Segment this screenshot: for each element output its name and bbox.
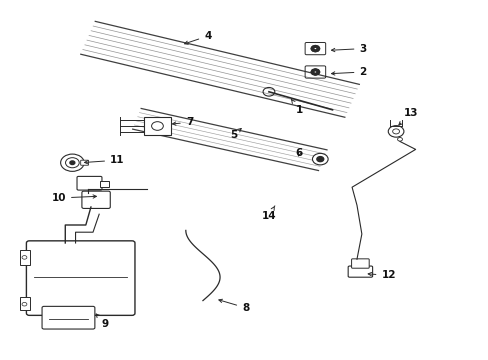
Text: 9: 9 [96, 314, 108, 329]
Text: 2: 2 [331, 67, 366, 77]
Circle shape [61, 154, 84, 171]
Circle shape [313, 69, 316, 71]
FancyBboxPatch shape [77, 176, 102, 190]
Circle shape [313, 73, 316, 75]
FancyBboxPatch shape [305, 42, 325, 55]
Text: 12: 12 [367, 270, 395, 280]
Circle shape [387, 126, 403, 137]
Circle shape [316, 49, 318, 51]
Circle shape [316, 73, 318, 75]
FancyBboxPatch shape [144, 117, 171, 135]
Circle shape [316, 157, 323, 162]
FancyBboxPatch shape [42, 306, 95, 329]
Text: 11: 11 [84, 155, 124, 165]
Text: 5: 5 [229, 129, 241, 140]
Circle shape [310, 69, 319, 75]
Circle shape [392, 129, 399, 134]
Circle shape [316, 48, 319, 49]
Circle shape [311, 69, 314, 71]
Circle shape [70, 161, 75, 165]
Circle shape [313, 46, 316, 47]
Text: 3: 3 [331, 44, 366, 54]
Circle shape [316, 46, 318, 48]
Circle shape [313, 50, 316, 51]
Circle shape [312, 153, 327, 165]
Circle shape [263, 87, 274, 96]
Bar [20, 297, 30, 310]
Circle shape [310, 45, 319, 52]
Text: 6: 6 [295, 148, 303, 158]
Circle shape [311, 46, 314, 48]
Text: 4: 4 [184, 31, 211, 44]
Circle shape [397, 138, 402, 141]
Text: 1: 1 [291, 100, 303, 115]
FancyBboxPatch shape [82, 191, 110, 208]
Circle shape [151, 122, 163, 130]
Bar [101, 181, 109, 187]
Circle shape [311, 73, 314, 75]
Circle shape [316, 71, 319, 73]
FancyBboxPatch shape [81, 160, 88, 165]
Circle shape [311, 49, 314, 51]
Text: 8: 8 [219, 299, 249, 313]
FancyBboxPatch shape [351, 259, 368, 268]
Circle shape [65, 158, 79, 168]
Circle shape [310, 71, 313, 73]
Text: 7: 7 [172, 117, 193, 127]
Circle shape [22, 302, 27, 306]
Text: 14: 14 [261, 206, 276, 221]
Text: 13: 13 [398, 108, 417, 125]
Circle shape [316, 69, 318, 71]
Circle shape [310, 48, 313, 49]
FancyBboxPatch shape [305, 66, 325, 78]
FancyBboxPatch shape [347, 266, 372, 277]
Circle shape [22, 256, 27, 259]
Text: 10: 10 [51, 193, 96, 203]
Bar [20, 250, 30, 265]
FancyBboxPatch shape [26, 241, 135, 315]
